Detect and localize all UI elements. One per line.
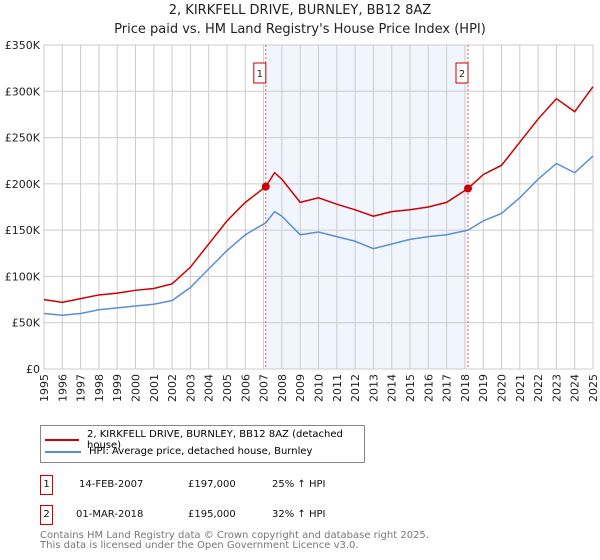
sale-badge: 2 bbox=[40, 505, 53, 525]
y-tick-label: £100K bbox=[5, 270, 41, 283]
shaded-period bbox=[265, 45, 469, 369]
y-tick-label: £300K bbox=[5, 85, 41, 98]
sale-row-2: 2 01-MAR-2018 £195,000 32% ↑ HPI bbox=[40, 505, 440, 525]
chart-subtitle: Price paid vs. HM Land Registry's House … bbox=[114, 22, 486, 37]
x-tick-label: 2024 bbox=[569, 374, 582, 402]
x-tick-label: 2002 bbox=[166, 374, 179, 402]
legend-label: HPI: Average price, detached house, Burn… bbox=[89, 446, 313, 457]
sale-price: £197,000 bbox=[188, 479, 236, 490]
x-tick-label: 1997 bbox=[75, 374, 88, 402]
y-tick-label: £150K bbox=[5, 224, 41, 237]
chart-title: 2, KIRKFELL DRIVE, BURNLEY, BB12 8AZ bbox=[168, 3, 432, 18]
x-tick-label: 2010 bbox=[313, 374, 326, 402]
y-tick-label: £250K bbox=[5, 132, 41, 145]
y-tick-label: £350K bbox=[5, 39, 41, 52]
sale-point bbox=[261, 182, 270, 191]
legend-swatch bbox=[45, 450, 81, 453]
x-tick-label: 2007 bbox=[258, 374, 271, 402]
x-tick-label: 2013 bbox=[367, 374, 380, 402]
x-tick-label: 1995 bbox=[38, 374, 51, 402]
legend-label: 2, KIRKFELL DRIVE, BURNLEY, BB12 8AZ (de… bbox=[87, 429, 343, 451]
y-tick-label: £50K bbox=[12, 317, 41, 330]
legend: 2, KIRKFELL DRIVE, BURNLEY, BB12 8AZ (de… bbox=[40, 425, 365, 463]
footer: Contains HM Land Registry data © Crown c… bbox=[40, 531, 429, 551]
x-tick-label: 1999 bbox=[111, 374, 124, 402]
x-tick-label: 2004 bbox=[203, 374, 216, 402]
x-tick-label: 2016 bbox=[422, 374, 435, 402]
x-tick-label: 2019 bbox=[477, 374, 490, 402]
sale-point bbox=[464, 184, 473, 193]
x-tick-label: 2014 bbox=[386, 374, 399, 402]
x-tick-label: 2022 bbox=[532, 374, 545, 402]
sale-row-1: 1 14-FEB-2007 £197,000 25% ↑ HPI bbox=[40, 475, 440, 495]
y-tick-label: £200K bbox=[5, 178, 41, 191]
x-tick-label: 2001 bbox=[148, 374, 161, 402]
footer-line: This data is licensed under the Open Gov… bbox=[40, 540, 359, 551]
x-tick-label: 2020 bbox=[496, 374, 509, 402]
x-tick-label: 2011 bbox=[331, 374, 344, 402]
hpi-line bbox=[43, 155, 594, 317]
x-tick-label: 1996 bbox=[56, 374, 69, 402]
legend-item-property: 2, KIRKFELL DRIVE, BURNLEY, BB12 8AZ (de… bbox=[45, 429, 364, 451]
x-tick-label: 2015 bbox=[404, 374, 417, 402]
x-tick-label: 2009 bbox=[294, 374, 307, 402]
sale-price: £195,000 bbox=[188, 509, 236, 520]
x-tick-label: 2003 bbox=[184, 374, 197, 402]
sale-marker-badge bbox=[455, 62, 469, 84]
sale-hpi: 32% ↑ HPI bbox=[272, 509, 326, 520]
footer-line: Contains HM Land Registry data © Crown c… bbox=[40, 530, 429, 541]
legend-swatch bbox=[45, 439, 80, 441]
sale-marker-label: 1 bbox=[257, 69, 263, 80]
x-tick-label: 2018 bbox=[459, 374, 472, 402]
sale-marker-badge bbox=[253, 62, 267, 84]
sale-hpi: 25% ↑ HPI bbox=[272, 479, 326, 490]
y-tick-label: £0 bbox=[26, 363, 40, 376]
x-tick-label: 2025 bbox=[587, 374, 600, 402]
legend-item-hpi: HPI: Average price, detached house, Burn… bbox=[45, 446, 312, 457]
x-tick-label: 2017 bbox=[441, 374, 454, 402]
x-tick-label: 2023 bbox=[550, 374, 563, 402]
x-tick-label: 2000 bbox=[130, 374, 143, 402]
x-tick-label: 2008 bbox=[276, 374, 289, 402]
x-tick-label: 2005 bbox=[221, 374, 234, 402]
sale-date: 14-FEB-2007 bbox=[79, 479, 144, 490]
price-line bbox=[43, 86, 594, 304]
plot-area: 1995 1996 1997 1998 1999 2000 2001 2002 2003 2004… bbox=[5, 39, 600, 402]
x-tick-label: 2006 bbox=[239, 374, 252, 402]
sale-badge: 1 bbox=[40, 475, 53, 495]
x-tick-label: 2021 bbox=[514, 374, 527, 402]
x-tick-label: 2012 bbox=[349, 374, 362, 402]
x-tick-label: 1998 bbox=[93, 374, 106, 402]
sale-date: 01-MAR-2018 bbox=[76, 509, 144, 520]
sale-marker-label: 2 bbox=[459, 69, 465, 80]
